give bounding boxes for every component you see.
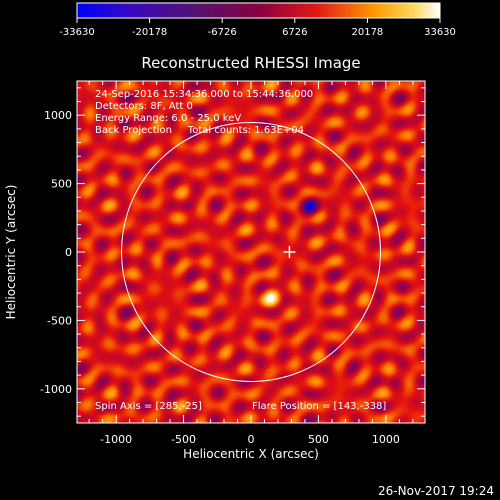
- annotation-method-counts: Back Projection Total counts: 1.63E+04: [95, 125, 304, 136]
- colorbar-tick-label: -6726: [208, 27, 237, 38]
- crosshair-marker: [283, 246, 296, 258]
- x-tick-label: 500: [308, 433, 329, 446]
- heatmap-raster: [77, 81, 425, 423]
- x-tick-label: -500: [171, 433, 196, 446]
- observation-annotations: 24-Sep-2016 15:34:36.000 to 15:44:36.000…: [95, 89, 313, 136]
- colorbar-tick-label: 20178: [351, 27, 383, 38]
- y-tick-label: 500: [51, 178, 72, 191]
- y-tick-labels: -1000 -500 0 500 1000: [40, 109, 72, 396]
- flare-position-label: Flare Position = [143,-338]: [252, 401, 386, 412]
- annotation-time-range: 24-Sep-2016 15:34:36.000 to 15:44:36.000: [95, 89, 313, 100]
- colorbar-tick-labels: -33630 -20178 -6726 6726 20178 33630: [59, 27, 456, 38]
- footer-timestamp: 26-Nov-2017 19:24: [378, 484, 494, 498]
- x-axis-label: Heliocentric X (arcsec): [183, 447, 319, 461]
- x-tick-label: 1000: [372, 433, 400, 446]
- y-tick-label: -500: [47, 314, 72, 327]
- colorbar-tick-label: -33630: [59, 27, 94, 38]
- x-tick-label: -1000: [100, 433, 132, 446]
- y-tick-label: 1000: [44, 109, 72, 122]
- colorbar-tick-label: 6726: [282, 27, 307, 38]
- colorbar: [76, 2, 441, 19]
- solar-limb-circle: [121, 122, 381, 382]
- annotation-energy-range: Energy Range: 6.0 - 25.0 keV: [95, 113, 241, 124]
- x-axis-ticks: [88, 81, 414, 423]
- y-axis-label: Heliocentric Y (arcsec): [4, 185, 18, 320]
- y-tick-label: -1000: [40, 383, 72, 396]
- spin-axis-label: Spin Axis = [285,-25]: [95, 401, 202, 412]
- chart-title: Reconstructed RHESSI Image: [141, 54, 360, 72]
- colorbar-tick-label: -20178: [132, 27, 167, 38]
- annotation-detectors: Detectors: 8F, Att 0: [95, 101, 193, 112]
- y-axis-ticks: [77, 87, 425, 417]
- x-tick-labels: -1000 -500 0 500 1000: [100, 433, 400, 446]
- colorbar-ticks: [76, 18, 441, 23]
- x-tick-label: 0: [248, 433, 255, 446]
- y-tick-label: 0: [65, 246, 72, 259]
- colorbar-tick-label: 33630: [424, 27, 456, 38]
